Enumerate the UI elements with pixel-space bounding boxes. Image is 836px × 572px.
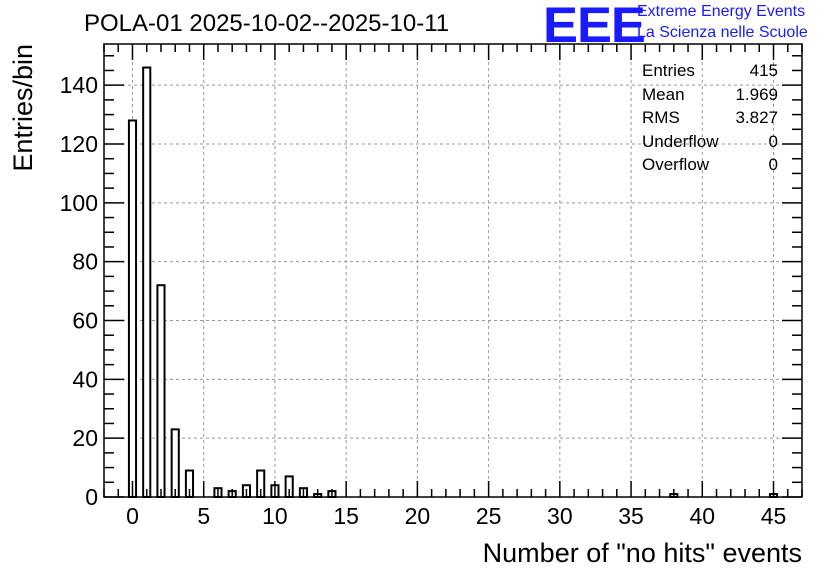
stat-label: Overflow bbox=[642, 155, 710, 174]
x-tick-label: 45 bbox=[761, 503, 787, 529]
histogram-bar bbox=[127, 119, 138, 498]
plot-frame bbox=[103, 43, 803, 498]
axis-ticks bbox=[103, 44, 803, 498]
logo-line-1: Extreme Energy Events bbox=[637, 3, 806, 20]
histogram-bar bbox=[142, 66, 152, 498]
stat-label: Entries bbox=[642, 61, 695, 80]
x-tick-label: 25 bbox=[476, 503, 502, 529]
logo-line-2: La Scienza nelle Scuole bbox=[637, 24, 808, 41]
x-axis-label: Number of "no hits" events bbox=[483, 538, 802, 568]
histogram-bar bbox=[170, 428, 180, 498]
x-tick-label: 35 bbox=[618, 503, 644, 529]
x-tick-label: 0 bbox=[126, 503, 139, 529]
stat-label: Underflow bbox=[642, 131, 719, 151]
eee-logo: EEE bbox=[543, 0, 646, 53]
y-tick-label: 120 bbox=[60, 131, 98, 157]
stat-value: 415 bbox=[749, 61, 778, 80]
y-axis-label: Entries/bin bbox=[8, 44, 38, 172]
x-tick-label: 30 bbox=[547, 503, 573, 529]
y-tick-label: 80 bbox=[72, 249, 98, 275]
stat-value: 0 bbox=[768, 155, 778, 174]
y-tick-label: 140 bbox=[60, 72, 98, 98]
chart-title: POLA-01 2025-10-02--2025-10-11 bbox=[84, 10, 450, 37]
y-tick-label: 60 bbox=[72, 308, 98, 334]
stat-value: 1.969 bbox=[735, 84, 778, 104]
y-tick-label: 20 bbox=[72, 425, 98, 451]
tick-labels: 0 5 10 15 20 25 30 35 40 45 0 20 40 60 80 100 120 140 bbox=[60, 72, 787, 529]
y-tick-label: 100 bbox=[60, 190, 98, 216]
stat-row-entries: Entries 415 bbox=[642, 59, 778, 83]
stat-label: RMS bbox=[642, 108, 680, 127]
stat-row-rms: RMS 3.827 bbox=[642, 106, 778, 130]
stat-value: 0 bbox=[768, 131, 778, 151]
stats-box: Entries 415 Mean 1.969 RMS 3.827 Underfl… bbox=[642, 59, 778, 177]
x-tick-label: 20 bbox=[405, 503, 431, 529]
y-tick-label: 40 bbox=[72, 366, 98, 392]
stat-label: Mean bbox=[642, 84, 685, 104]
stat-row-overflow: Overflow 0 bbox=[642, 153, 778, 177]
stat-row-mean: Mean 1.969 bbox=[642, 83, 778, 107]
y-tick-label: 0 bbox=[85, 484, 98, 510]
stat-value: 3.827 bbox=[735, 108, 778, 127]
x-tick-label: 15 bbox=[333, 503, 359, 529]
x-tick-label: 40 bbox=[689, 503, 715, 529]
stat-row-underflow: Underflow 0 bbox=[642, 130, 778, 154]
x-tick-label: 10 bbox=[262, 503, 288, 529]
grid-lines bbox=[104, 44, 802, 497]
histogram-bar bbox=[156, 284, 166, 498]
x-tick-label: 5 bbox=[197, 503, 210, 529]
